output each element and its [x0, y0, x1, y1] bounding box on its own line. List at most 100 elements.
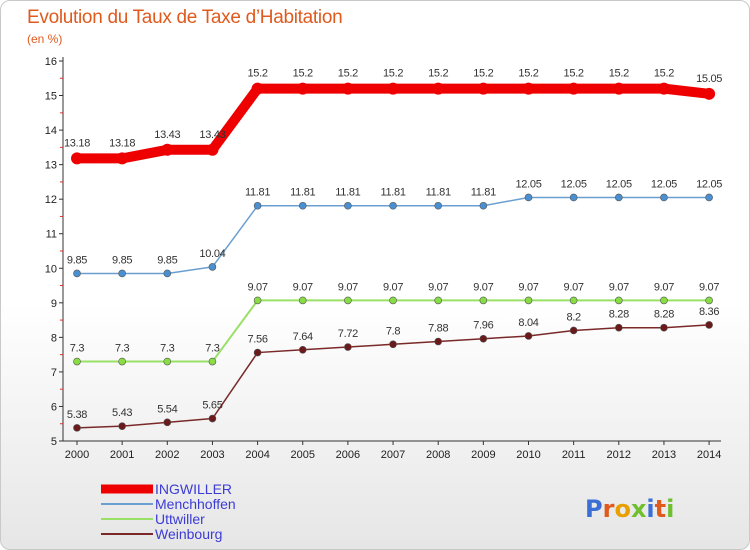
- data-point-ingwiller-2012: [612, 82, 625, 95]
- data-point-menchhoffen-2007: [389, 201, 397, 210]
- data-point-uttwiller-2000: [73, 357, 81, 366]
- data-label-uttwiller-2007: 9.07: [383, 281, 403, 293]
- data-label-ingwiller-2002: 13.43: [154, 129, 180, 141]
- data-label-ingwiller-2008: 15.2: [428, 68, 448, 80]
- data-point-weinbourg-2011: [569, 326, 578, 335]
- y-tick-label-8: 8: [51, 332, 57, 344]
- data-point-ingwiller-2008: [432, 82, 445, 95]
- data-label-uttwiller-2002: 7.3: [160, 343, 175, 355]
- data-point-weinbourg-2000: [73, 424, 81, 432]
- data-point-uttwiller-2005: [298, 296, 307, 305]
- data-label-menchhoffen-2004: 11.81: [245, 187, 270, 199]
- data-label-menchhoffen-2003: 10.04: [199, 248, 225, 260]
- data-point-weinbourg-2009: [479, 334, 488, 343]
- data-point-uttwiller-2001: [118, 357, 126, 366]
- x-tick-label-2010: 2010: [516, 449, 540, 461]
- data-label-uttwiller-2013: 9.07: [654, 281, 674, 293]
- data-label-ingwiller-2001: 13.18: [109, 137, 135, 149]
- chart-title: Evolution du Taux de Taxe d’Habitation: [27, 7, 343, 28]
- data-label-ingwiller-2003: 13.43: [199, 129, 225, 141]
- data-label-ingwiller-2011: 15.2: [564, 68, 584, 80]
- data-point-ingwiller-2010: [522, 82, 535, 95]
- y-tick-label-6: 6: [51, 401, 57, 413]
- data-point-weinbourg-2001: [118, 422, 126, 430]
- data-label-menchhoffen-2014: 12.05: [696, 178, 722, 190]
- data-label-weinbourg-2005: 7.64: [293, 331, 313, 343]
- data-label-menchhoffen-2007: 11.81: [380, 187, 405, 199]
- data-point-ingwiller-2009: [477, 82, 490, 95]
- data-point-ingwiller-2000: [71, 152, 83, 165]
- data-point-uttwiller-2004: [253, 296, 262, 305]
- data-point-ingwiller-2005: [296, 82, 309, 95]
- data-label-uttwiller-2008: 9.07: [428, 281, 448, 293]
- data-point-weinbourg-2010: [524, 332, 533, 340]
- y-tick-label-9: 9: [51, 298, 57, 310]
- data-point-uttwiller-2014: [705, 296, 713, 305]
- y-tick-label-13: 13: [45, 160, 57, 172]
- y-tick-label-5: 5: [51, 436, 57, 448]
- data-label-weinbourg-2006: 7.72: [338, 328, 358, 340]
- data-point-ingwiller-2004: [251, 82, 264, 95]
- legend-label-ingwiller: INGWILLER: [155, 481, 232, 497]
- data-point-weinbourg-2014: [705, 321, 713, 329]
- data-label-uttwiller-2014: 9.07: [699, 281, 719, 293]
- data-label-menchhoffen-2013: 12.05: [651, 178, 677, 190]
- x-tick-label-2004: 2004: [245, 449, 269, 461]
- data-point-uttwiller-2009: [479, 296, 488, 305]
- data-point-uttwiller-2008: [434, 296, 443, 305]
- data-label-uttwiller-2000: 7.3: [70, 343, 85, 355]
- data-point-uttwiller-2003: [208, 357, 217, 366]
- data-label-uttwiller-2003: 7.3: [205, 343, 220, 355]
- x-tick-label-2014: 2014: [697, 449, 721, 461]
- data-point-ingwiller-2001: [116, 152, 129, 165]
- data-point-uttwiller-2006: [344, 296, 352, 305]
- x-tick-label-2006: 2006: [336, 449, 360, 461]
- y-tick-label-16: 16: [45, 56, 57, 68]
- data-point-uttwiller-2012: [614, 296, 623, 305]
- data-point-ingwiller-2007: [387, 82, 400, 95]
- legend-label-weinbourg: Weinbourg: [155, 526, 222, 542]
- data-label-menchhoffen-2001: 9.85: [112, 254, 132, 266]
- x-tick-label-2009: 2009: [471, 449, 495, 461]
- data-label-weinbourg-2011: 8.2: [566, 311, 581, 323]
- data-label-ingwiller-2000: 13.18: [64, 137, 90, 149]
- data-label-weinbourg-2000: 5.38: [67, 409, 87, 421]
- data-label-ingwiller-2004: 15.2: [247, 68, 267, 80]
- data-label-menchhoffen-2000: 9.85: [67, 254, 87, 266]
- data-label-weinbourg-2007: 7.8: [386, 325, 401, 337]
- data-point-ingwiller-2011: [567, 82, 580, 95]
- data-label-menchhoffen-2009: 11.81: [471, 187, 496, 199]
- data-point-uttwiller-2011: [569, 296, 578, 305]
- x-tick-label-2012: 2012: [607, 449, 631, 461]
- data-point-uttwiller-2013: [660, 296, 668, 305]
- data-point-uttwiller-2007: [389, 296, 397, 305]
- data-point-menchhoffen-2008: [434, 201, 443, 210]
- data-label-menchhoffen-2012: 12.05: [606, 178, 632, 190]
- data-label-ingwiller-2012: 15.2: [609, 68, 629, 80]
- x-tick-label-2007: 2007: [381, 449, 405, 461]
- data-point-weinbourg-2002: [163, 418, 172, 427]
- data-label-uttwiller-2006: 9.07: [338, 281, 358, 293]
- data-label-weinbourg-2009: 7.96: [473, 320, 493, 332]
- legend-label-uttwiller: Uttwiller: [155, 511, 205, 527]
- data-label-weinbourg-2003: 5.65: [202, 400, 222, 412]
- data-point-menchhoffen-2003: [208, 263, 217, 271]
- x-tick-label-2003: 2003: [200, 449, 224, 461]
- data-point-ingwiller-2006: [341, 82, 354, 95]
- data-label-weinbourg-2001: 5.43: [112, 407, 132, 419]
- data-point-weinbourg-2006: [344, 343, 352, 351]
- data-point-ingwiller-2013: [657, 82, 670, 95]
- data-label-menchhoffen-2006: 11.81: [335, 187, 360, 199]
- y-tick-label-15: 15: [45, 91, 57, 103]
- data-label-ingwiller-2005: 15.2: [293, 68, 313, 80]
- x-tick-label-2011: 2011: [562, 449, 586, 461]
- data-label-weinbourg-2010: 8.04: [518, 317, 538, 329]
- data-label-uttwiller-2005: 9.07: [293, 281, 313, 293]
- y-tick-label-14: 14: [45, 125, 57, 137]
- unit-label: (en %): [27, 32, 63, 46]
- y-tick-label-11: 11: [46, 229, 57, 241]
- data-point-ingwiller-2003: [206, 143, 219, 156]
- data-point-menchhoffen-2012: [614, 193, 623, 202]
- data-label-ingwiller-2006: 15.2: [338, 68, 358, 80]
- data-point-weinbourg-2013: [660, 323, 668, 332]
